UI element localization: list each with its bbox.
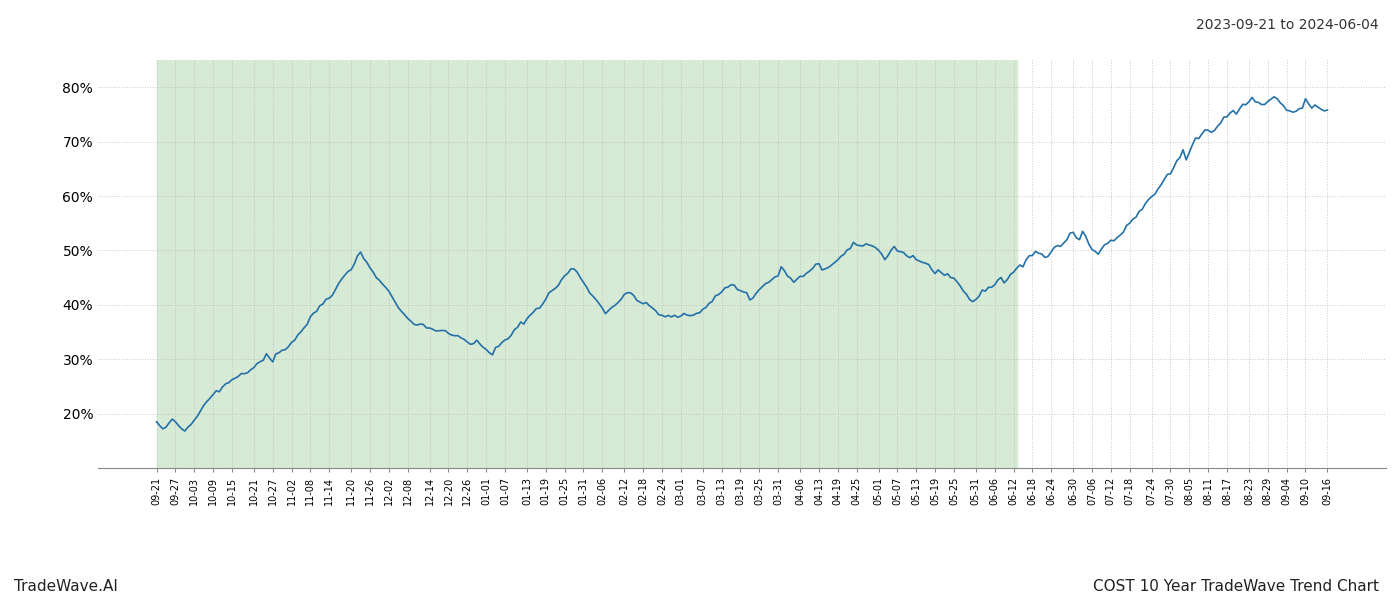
Bar [157, 60, 1016, 468]
Text: COST 10 Year TradeWave Trend Chart: COST 10 Year TradeWave Trend Chart [1093, 579, 1379, 594]
Text: TradeWave.AI: TradeWave.AI [14, 579, 118, 594]
Text: 2023-09-21 to 2024-06-04: 2023-09-21 to 2024-06-04 [1197, 18, 1379, 32]
